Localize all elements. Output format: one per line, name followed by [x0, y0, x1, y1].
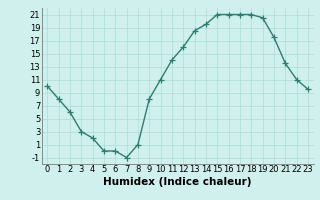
X-axis label: Humidex (Indice chaleur): Humidex (Indice chaleur)	[103, 177, 252, 187]
